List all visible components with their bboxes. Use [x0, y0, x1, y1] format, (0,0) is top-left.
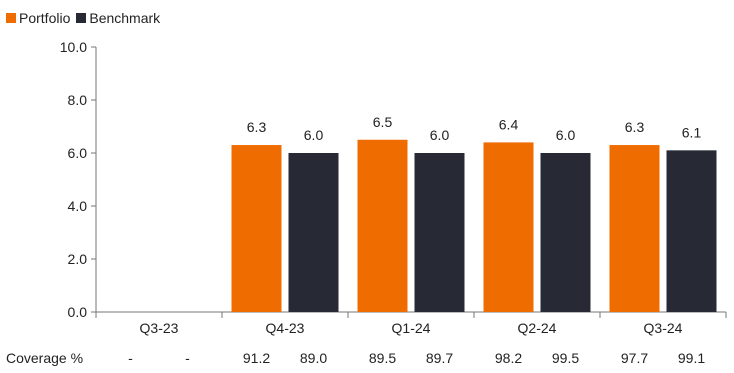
coverage-value-benchmark: -	[185, 350, 190, 366]
y-tick-label: 8.0	[68, 92, 88, 108]
y-tick-label: 0.0	[68, 304, 88, 320]
data-label-benchmark: 6.1	[682, 124, 702, 140]
bar-benchmark	[414, 153, 465, 312]
legend-label-portfolio: Portfolio	[19, 10, 71, 26]
bar-benchmark	[666, 150, 717, 312]
x-tick-label: Q1-24	[392, 320, 431, 336]
legend-label-benchmark: Benchmark	[89, 10, 161, 26]
data-label-portfolio: 6.5	[373, 114, 393, 130]
coverage-value-benchmark: 99.5	[552, 350, 579, 366]
coverage-value-benchmark: 89.0	[300, 350, 327, 366]
legend-item-portfolio: Portfolio	[6, 10, 70, 26]
coverage-value-benchmark: 99.1	[678, 350, 705, 366]
coverage-value-benchmark: 89.7	[426, 350, 453, 366]
coverage-label: Coverage %	[6, 350, 83, 366]
x-tick-label: Q2-24	[518, 320, 557, 336]
legend: Portfolio Benchmark	[6, 10, 166, 26]
y-tick-label: 2.0	[68, 251, 88, 267]
bar-benchmark	[540, 153, 591, 312]
coverage-value-portfolio: 97.7	[621, 350, 648, 366]
x-tick-label: Q4-23	[266, 320, 305, 336]
bar-portfolio	[231, 145, 282, 312]
y-tick-label: 4.0	[68, 198, 88, 214]
data-label-portfolio: 6.3	[247, 119, 267, 135]
data-label-benchmark: 6.0	[430, 127, 450, 143]
data-label-portfolio: 6.3	[625, 119, 645, 135]
legend-item-benchmark: Benchmark	[76, 10, 160, 26]
bar-portfolio	[609, 145, 660, 312]
y-tick-label: 6.0	[68, 145, 88, 161]
x-tick-label: Q3-23	[140, 320, 179, 336]
bar-portfolio	[483, 142, 534, 312]
x-tick-label: Q3-24	[644, 320, 683, 336]
y-tick-label: 10.0	[60, 39, 87, 55]
coverage-value-portfolio: 98.2	[495, 350, 522, 366]
data-label-benchmark: 6.0	[304, 127, 324, 143]
coverage-value-portfolio: 89.5	[369, 350, 396, 366]
coverage-value-portfolio: -	[128, 350, 133, 366]
bar-benchmark	[288, 153, 339, 312]
legend-swatch-benchmark	[76, 13, 87, 23]
coverage-value-portfolio: 91.2	[243, 350, 270, 366]
bar-portfolio	[357, 139, 408, 312]
data-label-portfolio: 6.4	[499, 116, 519, 132]
legend-swatch-portfolio	[6, 13, 16, 23]
data-label-benchmark: 6.0	[556, 127, 576, 143]
